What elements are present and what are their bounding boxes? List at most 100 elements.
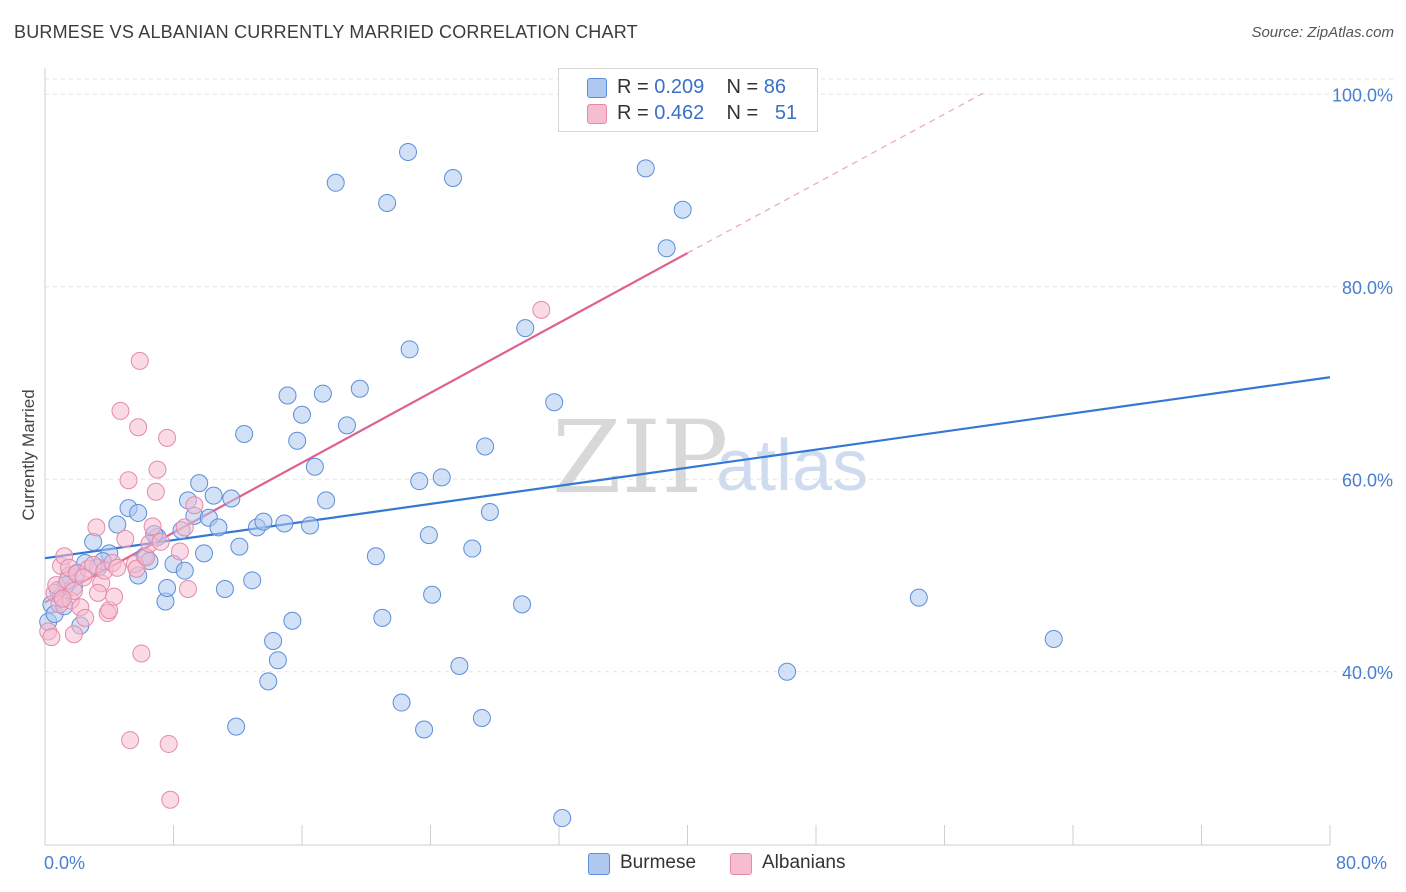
y-tick-label-2: 80.0% [1342, 278, 1393, 298]
albanian-point-45 [178, 579, 197, 598]
burmese-point-22 [158, 579, 177, 598]
burmese-point-29 [195, 544, 214, 563]
burmese-point-40 [254, 512, 273, 531]
burmese-point-41 [259, 672, 278, 691]
burmese-point-66 [432, 468, 451, 487]
burmese-point-14 [108, 515, 127, 534]
burmese-point-55 [350, 379, 369, 398]
burmese-point-45 [278, 386, 297, 405]
y-tick-labels: 40.0% 60.0% 80.0% 100.0% [1332, 85, 1393, 683]
albanian-point-27 [119, 471, 138, 490]
legend-r-value-burmese: 0.209 [654, 76, 705, 98]
legend-swatch-burmese [587, 78, 607, 98]
burmese-point-56 [366, 547, 385, 566]
y-tick-label-0: 40.0% [1342, 663, 1393, 683]
bottom-swatch-albanians [730, 853, 752, 875]
albanian-point-11 [64, 625, 83, 644]
burmese-point-67 [443, 168, 462, 187]
legend-n-label-albanians: N = [726, 102, 764, 124]
trend-line-albanians-extension [687, 91, 985, 254]
albanian-point-31 [129, 418, 148, 437]
y-tick-label-3: 100.0% [1332, 85, 1393, 105]
burmese-point-25 [175, 561, 194, 580]
albanian-point-28 [121, 731, 140, 750]
albanian-point-42 [161, 790, 180, 809]
burmese-point-28 [190, 474, 209, 493]
albanian-point-41 [159, 734, 178, 753]
burmese-point-50 [305, 457, 324, 476]
burmese-point-61 [400, 340, 419, 359]
burmese-point-51 [313, 384, 332, 403]
albanian-point-37 [146, 482, 165, 501]
burmese-point-52 [317, 491, 336, 510]
albanian-point-24 [108, 558, 127, 577]
albanian-point-38 [148, 460, 167, 479]
burmese-point-65 [423, 585, 442, 604]
albanian-point-46 [185, 496, 204, 515]
burmese-point-63 [415, 720, 434, 739]
albanian-point-30 [127, 559, 146, 578]
albanian-point-14 [76, 608, 95, 627]
burmese-point-72 [480, 502, 499, 521]
burmese-point-62 [410, 472, 429, 491]
y-axis-label: Currently Married [19, 389, 38, 520]
burmese-point-75 [545, 393, 564, 412]
albanian-point-49 [53, 589, 72, 608]
albanian-point-44 [175, 518, 194, 537]
albanian-point-40 [158, 428, 177, 447]
albanian-point-43 [170, 542, 189, 561]
albanian-point-32 [130, 351, 149, 370]
bottom-label-burmese: Burmese [620, 852, 697, 873]
burmese-point-79 [673, 200, 692, 219]
burmese-point-47 [288, 431, 307, 450]
burmese-point-64 [419, 526, 438, 545]
albanian-point-17 [87, 518, 106, 537]
albanian-point-36 [143, 517, 162, 536]
albanian-points [39, 300, 551, 809]
source-label: Source: ZipAtlas.com [1251, 24, 1394, 41]
burmese-point-74 [516, 319, 535, 338]
burmese-point-71 [476, 437, 495, 456]
bottom-swatch-burmese [588, 853, 610, 875]
trend-lines [44, 91, 1331, 604]
burmese-point-49 [301, 516, 320, 535]
burmese-point-32 [209, 518, 228, 537]
burmese-point-82 [1044, 630, 1063, 649]
burmese-point-69 [463, 539, 482, 558]
legend-r-label-albanians: R = [617, 102, 655, 124]
albanian-point-48 [74, 568, 93, 587]
albanian-point-1 [42, 628, 61, 647]
burmese-point-60 [399, 143, 418, 161]
burmese-point-58 [378, 194, 397, 213]
albanian-point-25 [111, 401, 130, 420]
legend-n-value-albanians: 51 [774, 102, 798, 124]
burmese-point-17 [129, 503, 148, 522]
watermark-atlas: atlas [716, 426, 868, 506]
burmese-point-70 [472, 708, 491, 727]
albanian-point-47 [532, 300, 551, 319]
bottom-label-albanians: Albanians [762, 852, 846, 873]
burmese-point-33 [215, 579, 234, 598]
legend-n-label-burmese: N = [726, 76, 764, 98]
burmese-point-57 [373, 608, 392, 627]
x-tick-max: 80.0% [1336, 853, 1387, 873]
burmese-point-78 [657, 239, 676, 258]
burmese-point-42 [264, 631, 283, 650]
burmese-points [39, 143, 1063, 828]
burmese-point-81 [909, 588, 928, 607]
legend-r-value-albanians: 0.462 [654, 102, 705, 124]
burmese-point-54 [337, 416, 356, 435]
legend-r-label-burmese: R = [617, 76, 655, 98]
burmese-point-31 [204, 486, 223, 505]
watermark-zip: ZIP [552, 399, 728, 516]
albanian-point-50 [89, 583, 108, 602]
chart-title: BURMESE VS ALBANIAN CURRENTLY MARRIED CO… [14, 22, 638, 42]
burmese-point-77 [636, 159, 655, 178]
x-tick-min: 0.0% [44, 853, 85, 873]
burmese-point-68 [450, 656, 469, 675]
albanian-point-26 [116, 529, 135, 548]
burmese-point-44 [275, 514, 294, 533]
burmese-point-53 [326, 173, 345, 192]
burmese-point-76 [553, 809, 572, 828]
